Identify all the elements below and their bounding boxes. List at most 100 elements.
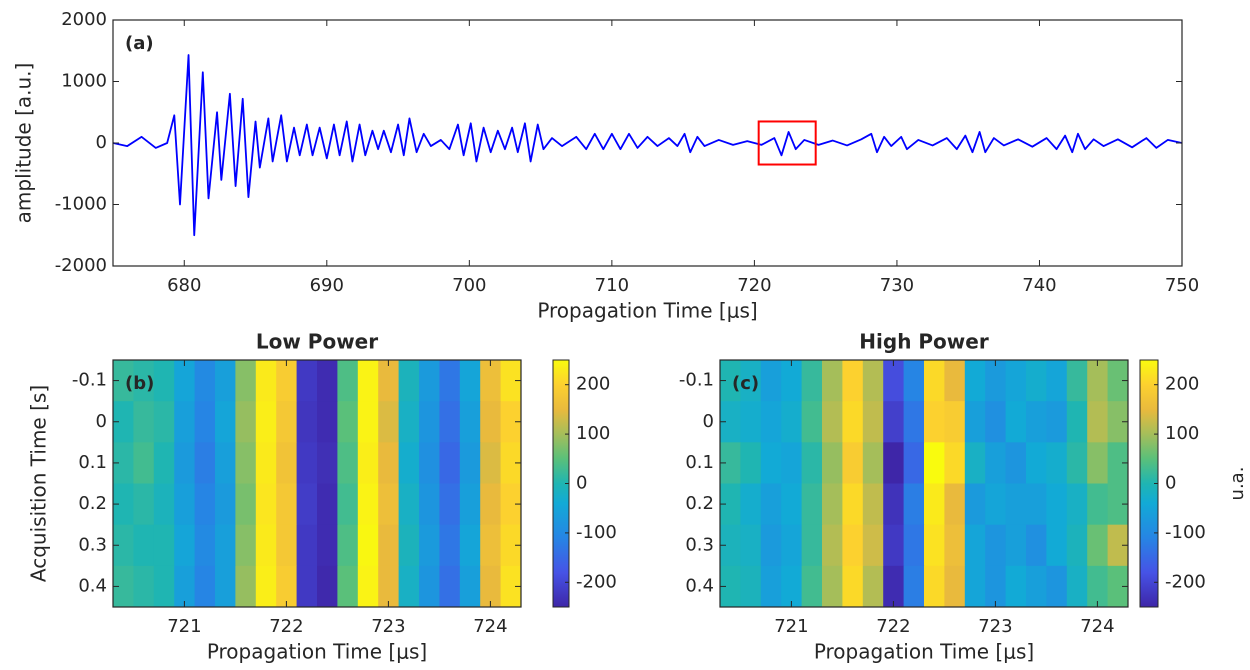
heat-cell bbox=[500, 442, 521, 484]
heat-cell bbox=[883, 565, 905, 607]
heat-cell bbox=[883, 442, 905, 484]
heat-cell bbox=[235, 442, 257, 484]
heat-cell bbox=[113, 483, 134, 526]
heat-cell bbox=[964, 360, 986, 402]
heat-cell bbox=[822, 360, 843, 402]
heat-cell bbox=[944, 483, 966, 526]
heat-cell bbox=[944, 360, 966, 402]
heat-cell bbox=[1005, 442, 1027, 484]
heat-cell bbox=[781, 565, 803, 607]
heat-cell bbox=[215, 360, 236, 402]
heat-cell bbox=[378, 401, 400, 443]
y-tick-label: 2000 bbox=[61, 9, 107, 30]
heat-cell bbox=[903, 360, 925, 402]
heat-cell bbox=[801, 401, 823, 443]
heat-cell bbox=[337, 524, 359, 567]
heat-cell bbox=[194, 565, 216, 607]
heat-cell bbox=[1066, 360, 1088, 402]
heat-cell bbox=[296, 565, 318, 607]
axes-frame bbox=[112, 19, 1183, 267]
heat-cell bbox=[1087, 360, 1109, 402]
axes-frame bbox=[112, 359, 522, 608]
x-tick-label: 722 bbox=[876, 616, 910, 637]
y-tick-label: 0 bbox=[703, 411, 714, 432]
y-tick-label: 0.3 bbox=[685, 534, 714, 555]
heat-cell bbox=[480, 360, 502, 402]
heat-cell bbox=[276, 442, 298, 484]
heat-cell bbox=[1107, 401, 1128, 443]
heat-cell bbox=[822, 524, 843, 567]
y-tick-label: -0.1 bbox=[72, 370, 107, 391]
highlight-box bbox=[757, 120, 817, 166]
heat-cell bbox=[903, 565, 925, 607]
x-tick-label: 740 bbox=[1022, 275, 1056, 296]
waveform bbox=[113, 54, 1182, 237]
heat-cell bbox=[985, 442, 1007, 484]
heat-cell bbox=[255, 565, 277, 607]
heat-cell bbox=[740, 524, 762, 567]
heat-cell bbox=[500, 483, 521, 526]
heat-cell bbox=[439, 401, 461, 443]
colorbar-tick-label: 200 bbox=[1165, 374, 1199, 395]
axes-frame bbox=[719, 359, 1129, 608]
colorbar-tick-label: -100 bbox=[1165, 522, 1206, 543]
heat-cell bbox=[357, 483, 379, 526]
x-tick-label: 722 bbox=[269, 616, 303, 637]
heat-cell bbox=[842, 483, 864, 526]
heat-cell bbox=[985, 483, 1007, 526]
heat-cell bbox=[113, 524, 134, 567]
heat-cell bbox=[944, 524, 966, 567]
heat-cell bbox=[801, 483, 823, 526]
y-axis-label: Acquisition Time [s] bbox=[27, 385, 51, 582]
heat-cell bbox=[357, 565, 379, 607]
heat-cell bbox=[964, 565, 986, 607]
colorbar-label: u.a. bbox=[1227, 467, 1248, 501]
heat-cell bbox=[480, 483, 502, 526]
heat-cell bbox=[419, 401, 440, 443]
y-tick-label: 0.2 bbox=[685, 493, 714, 514]
heat-cell bbox=[985, 360, 1007, 402]
heat-cell bbox=[194, 360, 216, 402]
heat-cell bbox=[781, 401, 803, 443]
heat-cell bbox=[985, 565, 1007, 607]
heat-cell bbox=[133, 565, 155, 607]
heat-cell bbox=[760, 360, 782, 402]
heat-cell bbox=[903, 483, 925, 526]
heat-cell bbox=[255, 524, 277, 567]
plot-area bbox=[113, 360, 521, 607]
y-axis-label: amplitude [a.u.] bbox=[12, 63, 36, 224]
heat-cell bbox=[842, 565, 864, 607]
heat-cell bbox=[1026, 401, 1047, 443]
y-tick-label: -1000 bbox=[55, 194, 107, 215]
heat-cell bbox=[1046, 360, 1068, 402]
y-tick-label: 1000 bbox=[61, 71, 107, 92]
colorbar-tick-label: -100 bbox=[576, 522, 617, 543]
colorbar-tick-label: 0 bbox=[1165, 473, 1176, 494]
heat-cell bbox=[337, 442, 359, 484]
heat-cell bbox=[276, 483, 298, 526]
heat-cell bbox=[194, 483, 216, 526]
heat-cell bbox=[133, 483, 155, 526]
y-tick-label: -2000 bbox=[55, 255, 107, 276]
heat-cell bbox=[740, 401, 762, 443]
x-tick-label: 720 bbox=[737, 275, 771, 296]
x-tick-label: 723 bbox=[371, 616, 405, 637]
x-tick-label: 721 bbox=[167, 616, 201, 637]
heat-cell bbox=[1046, 401, 1068, 443]
heat-cell bbox=[1107, 565, 1128, 607]
colorbar-tick-label: 100 bbox=[1165, 423, 1199, 444]
y-tick-label: 0 bbox=[96, 411, 107, 432]
colorbar-tick-label: 200 bbox=[576, 374, 610, 395]
heat-cell bbox=[194, 442, 216, 484]
heat-cell bbox=[985, 401, 1007, 443]
heat-cell bbox=[357, 401, 379, 443]
heat-cell bbox=[1026, 483, 1047, 526]
heat-cell bbox=[1026, 524, 1047, 567]
heat-cell bbox=[174, 565, 196, 607]
x-tick-label: 723 bbox=[978, 616, 1012, 637]
heat-cell bbox=[276, 565, 298, 607]
heat-cell bbox=[903, 442, 925, 484]
heat-cell bbox=[1087, 524, 1109, 567]
heat-cell bbox=[1066, 442, 1088, 484]
